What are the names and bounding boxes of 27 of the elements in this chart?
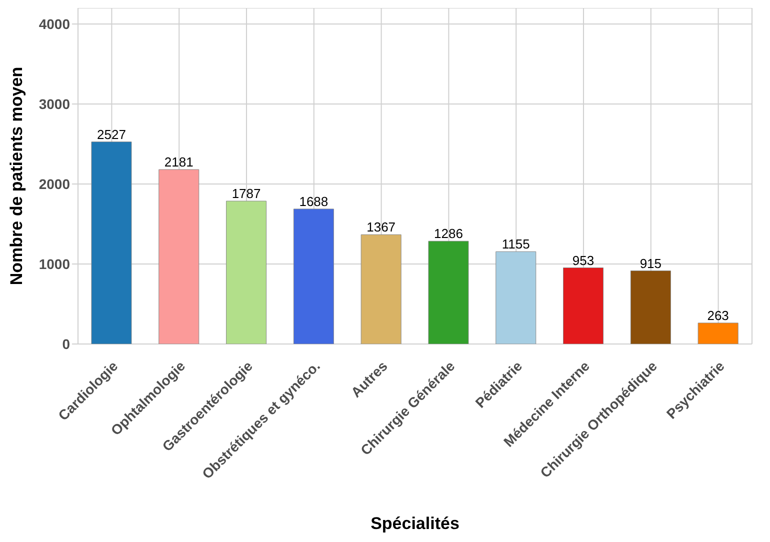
- data-label: 1367: [366, 220, 396, 235]
- data-label: 1286: [434, 226, 463, 242]
- y-tick-label: 1000: [38, 256, 70, 272]
- data-label: 915: [640, 256, 662, 271]
- bar: [630, 270, 671, 344]
- bar: [496, 251, 536, 344]
- bar: [158, 169, 200, 344]
- bar: [226, 200, 267, 344]
- bar: [428, 240, 469, 344]
- data-label: 953: [572, 252, 594, 268]
- y-tick-label: 2000: [38, 176, 70, 192]
- data-label: 263: [707, 308, 729, 323]
- y-axis-title: Nombre de patients moyen: [7, 66, 26, 286]
- data-label: 2527: [97, 126, 126, 142]
- bar: [563, 268, 604, 344]
- y-tick-label: 4000: [38, 16, 70, 32]
- data-label: 1155: [502, 236, 530, 252]
- x-axis-title: Spécialités: [370, 514, 460, 533]
- bar: [698, 322, 738, 344]
- y-tick-label: 3000: [38, 96, 70, 112]
- bar: [91, 142, 132, 344]
- bar: [293, 208, 334, 344]
- data-label: 1688: [299, 194, 328, 209]
- bar: [360, 234, 402, 344]
- y-tick-label: 0: [62, 336, 70, 352]
- data-label: 1787: [232, 186, 261, 202]
- data-label: 2181: [164, 154, 194, 170]
